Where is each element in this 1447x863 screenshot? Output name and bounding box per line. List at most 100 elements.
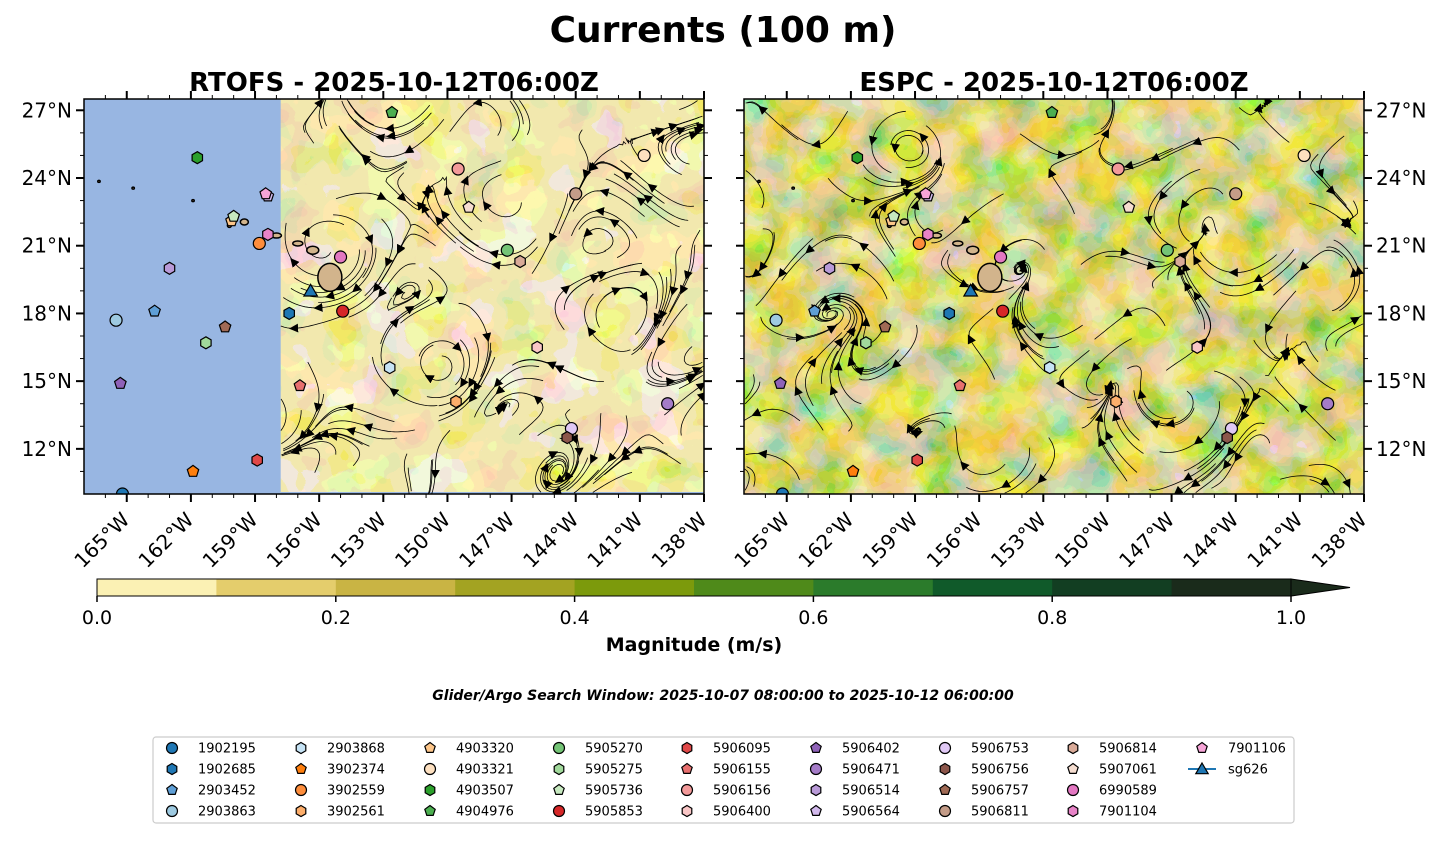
legend-marker-3902559 [294, 783, 308, 797]
platform-marker-7901104 [922, 227, 934, 242]
streamline [746, 466, 756, 487]
lon-tick-label: 156°W [922, 507, 987, 572]
streamline [1025, 437, 1056, 494]
streamline [403, 453, 410, 494]
platform-markers [109, 105, 675, 494]
legend-item-5906095: 5906095 [681, 741, 771, 757]
legend-marker-sg626 [1194, 761, 1210, 775]
platform-marker-5905270 [500, 243, 514, 257]
platform-marker-1902195 [775, 487, 790, 494]
legend-marker-5907061 [1067, 762, 1079, 775]
streamline [509, 100, 520, 141]
legend-item-5906811: 5906811 [938, 804, 1029, 820]
legend-item-5905853: 5905853 [552, 805, 643, 820]
colorbar-swatch [216, 579, 337, 596]
lon-tick-label: 138°W [647, 507, 712, 572]
lat-tick-label: 21°N [22, 234, 72, 258]
legend-item-2903868: 2903868 [295, 741, 385, 757]
platform-marker-3902561 [1110, 394, 1122, 409]
legend-marker-5906757 [939, 783, 951, 796]
streamline [1100, 99, 1113, 130]
legend-item-5906471: 5906471 [809, 763, 900, 778]
legend-label: 2903868 [327, 742, 385, 757]
platform-marker-7901106 [919, 187, 933, 200]
streamline [745, 374, 755, 400]
streamline [322, 99, 327, 127]
legend-marker-5906400 [681, 804, 693, 818]
legend-item-5906564: 5906564 [810, 805, 900, 820]
platform-marker-4903321 [637, 148, 651, 163]
platform-marker-3902559 [252, 236, 266, 251]
legend-item-5906155: 5906155 [681, 763, 771, 778]
streamline [283, 289, 362, 309]
colorbar-label: Magnitude (m/s) [606, 634, 783, 656]
legend-label: 5906156 [713, 784, 771, 799]
legend-item-5906402: 5906402 [810, 742, 900, 757]
colorbar-swatch [97, 579, 217, 596]
island-land [851, 198, 855, 203]
legend-marker-5906095 [681, 741, 693, 755]
colorbar-swatch [335, 579, 456, 596]
legend-label: 4903507 [456, 784, 514, 799]
platform-marker-5905736 [227, 209, 241, 222]
legend-label: 5906753 [971, 742, 1029, 757]
platform-marker-5906756 [1221, 430, 1234, 445]
platform-marker-2903452 [148, 304, 162, 317]
legend-label: 4904976 [456, 805, 514, 820]
legend-item-5905736: 5905736 [553, 784, 643, 799]
lon-tick-label: 153°W [326, 507, 391, 572]
legend-item-5907061: 5907061 [1067, 762, 1157, 778]
platform-marker-5906514 [163, 261, 176, 275]
platform-marker-6990589 [993, 250, 1008, 264]
colorbar-tick-label: 0.2 [321, 607, 351, 629]
legend-label: 1902685 [198, 763, 256, 778]
legend-item-2903863: 2903863 [165, 805, 256, 820]
panel-title: ESPC - 2025-10-12T06:00Z [859, 68, 1248, 98]
legend-item-4903320: 4903320 [424, 741, 514, 757]
platform-markers [769, 105, 1335, 494]
legend-label: 5905736 [585, 784, 643, 799]
legend-marker-5906811 [938, 804, 952, 818]
platform-marker-sg626 [962, 283, 979, 297]
legend-marker-7901106 [1196, 741, 1208, 754]
colorbar-tick-label: 0.6 [798, 607, 828, 629]
island-land [791, 186, 796, 190]
legend-label: 4903320 [456, 742, 514, 757]
platform-marker-4903507 [191, 151, 204, 165]
platform-marker-5906156 [1111, 162, 1125, 176]
lon-tick-label: 144°W [1178, 507, 1243, 572]
legend-marker-2903868 [295, 741, 307, 755]
platform-marker-5906402 [773, 376, 787, 389]
legend-frame [152, 736, 1295, 824]
colorbar-extend-arrow [1290, 578, 1351, 597]
legend-label: sg626 [1228, 763, 1268, 778]
platform-marker-5907061 [1122, 200, 1136, 213]
lon-tick-label: 150°W [390, 507, 455, 572]
legend-item-6990589: 6990589 [1066, 784, 1157, 799]
island-land [757, 179, 761, 184]
streamline [512, 99, 524, 125]
legend-label: 5905270 [585, 742, 643, 757]
legend-marker-5906814 [1067, 741, 1079, 755]
legend-item-5906156: 5906156 [680, 784, 771, 799]
platform-marker-sg626 [302, 283, 319, 297]
platform-marker-5906095 [251, 453, 263, 467]
platform-marker-2903868 [383, 360, 396, 375]
legend-marker-4904976 [424, 804, 436, 817]
lat-tick-label: 12°N [1376, 437, 1426, 461]
colorbar: 0.0 0.2 0.4 0.6 0.8 1.0 [82, 578, 1351, 629]
legend-item-5906756: 5906756 [939, 763, 1029, 778]
legend-item-7901106: 7901106 [1196, 741, 1286, 757]
legend-label: 5906814 [1099, 742, 1157, 757]
lat-tick-label: 27°N [22, 98, 72, 122]
legend-item-1902685: 1902685 [166, 763, 256, 778]
map-panel-rtofs: RTOFS - 2025-10-12T06:00Z 165°W 162°W 159°W… [22, 68, 712, 573]
streamline [745, 453, 800, 480]
platform-marker-5906400 [531, 340, 544, 354]
map-frame [743, 98, 1365, 495]
legend-marker-4903320 [424, 741, 436, 754]
streamline [661, 123, 701, 165]
legend-label: 2903863 [198, 805, 256, 820]
platform-marker-4903507 [851, 151, 864, 165]
colorbar-swatch [455, 579, 576, 596]
